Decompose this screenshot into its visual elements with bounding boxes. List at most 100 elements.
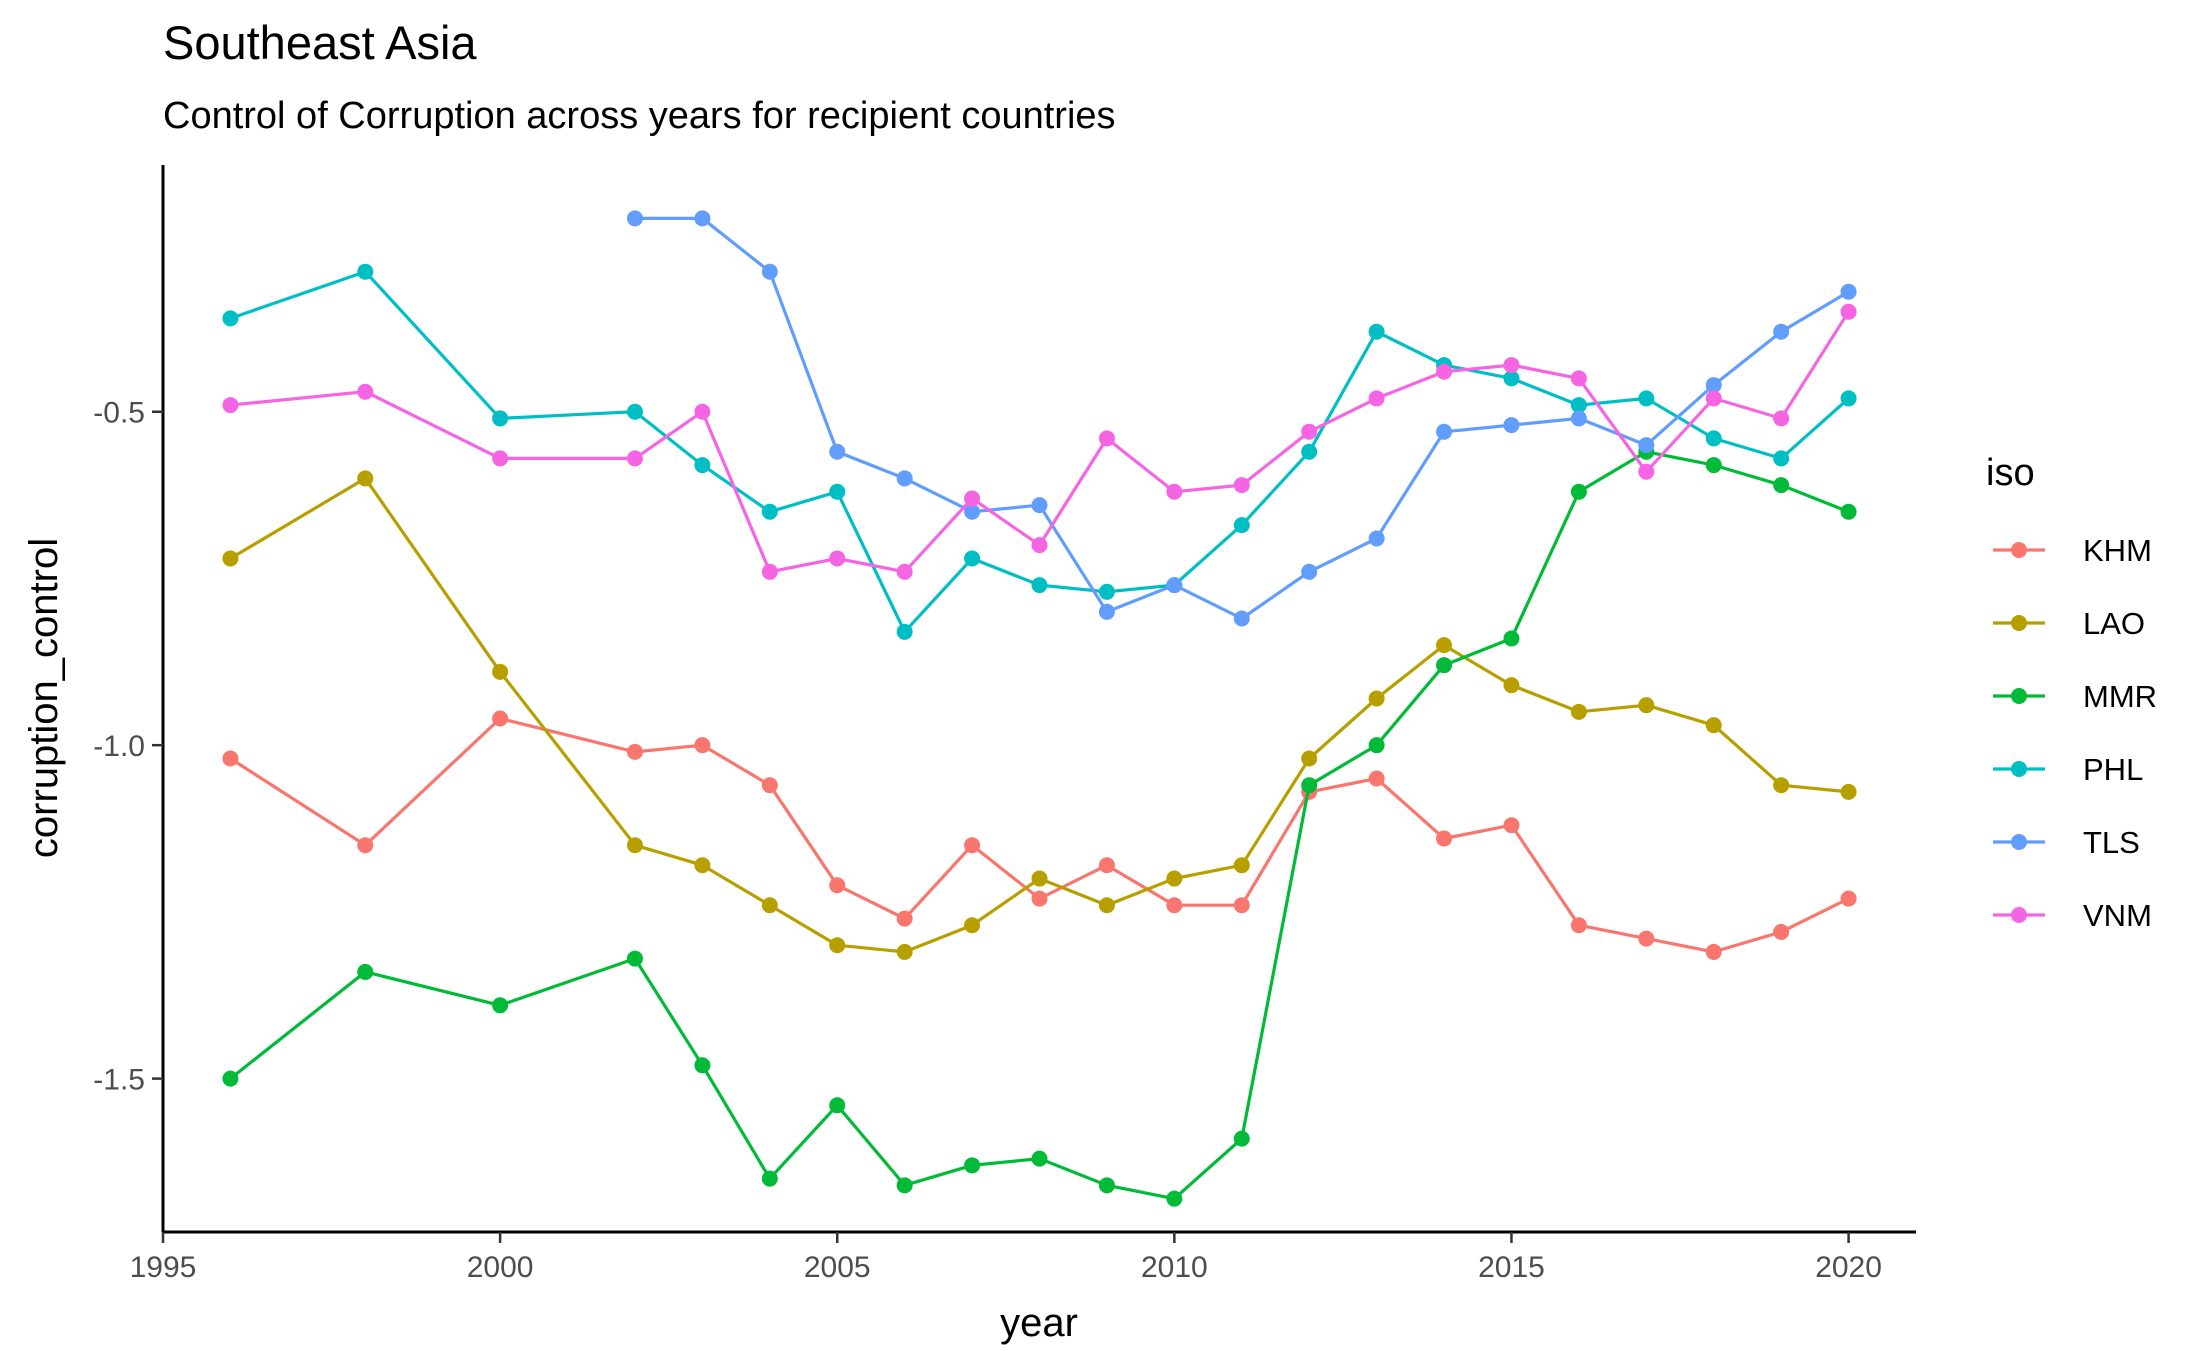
data-point-vnm (1166, 483, 1183, 500)
series-tls (626, 210, 1857, 627)
series-line-khm (229, 716, 1850, 954)
data-point-khm (1368, 770, 1385, 787)
y-ticks: -1.5 -1.0 -0.5 (93, 397, 163, 1097)
data-point-lao (626, 837, 643, 854)
legend-item-lao: LAO (1993, 606, 2145, 641)
data-point-lao (1638, 697, 1655, 714)
data-point-vnm (761, 563, 778, 580)
series-khm (222, 710, 1857, 960)
legend-key-point (2011, 907, 2027, 923)
data-point-lao (1570, 703, 1587, 720)
data-point-mmr (626, 950, 643, 967)
data-point-tls (1166, 577, 1183, 594)
data-point-khm (1705, 943, 1722, 960)
data-point-mmr (1773, 477, 1790, 494)
data-point-vnm (1638, 463, 1655, 480)
data-point-tls (829, 443, 846, 460)
data-point-lao (1503, 677, 1520, 694)
data-point-tls (1436, 423, 1453, 440)
x-tick-label: 2005 (804, 1251, 871, 1284)
data-point-lao (694, 857, 711, 874)
y-tick-label: -1.5 (93, 1064, 145, 1097)
data-point-phl (626, 403, 643, 420)
data-point-lao (1436, 637, 1453, 654)
x-tick-label: 2000 (467, 1251, 534, 1284)
series-lao (222, 470, 1857, 960)
legend-item-mmr: MMR (1993, 679, 2157, 714)
legend-title: iso (1986, 452, 2035, 494)
legend-key-point (2011, 834, 2027, 850)
data-point-tls (626, 210, 643, 227)
legend-key-point (2011, 761, 2027, 777)
data-point-phl (492, 410, 509, 427)
data-point-khm (1031, 890, 1048, 907)
x-tick-label: 2010 (1141, 1251, 1208, 1284)
data-point-mmr (1503, 630, 1520, 647)
data-point-tls (1233, 610, 1250, 627)
data-point-vnm (829, 550, 846, 567)
data-point-tls (1570, 410, 1587, 427)
data-point-phl (964, 550, 981, 567)
data-point-khm (761, 777, 778, 794)
series-line-mmr (229, 450, 1850, 1201)
data-point-phl (1301, 443, 1318, 460)
data-point-vnm (1233, 477, 1250, 494)
data-point-vnm (694, 403, 711, 420)
series-layer (222, 210, 1857, 1207)
data-point-phl (1705, 430, 1722, 447)
series-line-phl (229, 270, 1850, 634)
legend-label: PHL (2083, 752, 2143, 787)
legend-key-point (2011, 542, 2027, 558)
data-point-phl (694, 457, 711, 474)
data-point-tls (694, 210, 711, 227)
data-point-lao (761, 897, 778, 914)
data-point-mmr (694, 1057, 711, 1074)
x-axis-title: year (1000, 1301, 1078, 1345)
data-point-phl (896, 623, 913, 640)
data-point-phl (357, 263, 374, 280)
data-point-lao (896, 943, 913, 960)
data-point-tls (1503, 417, 1520, 434)
data-point-khm (1166, 897, 1183, 914)
data-point-khm (1098, 857, 1115, 874)
data-point-lao (357, 470, 374, 487)
data-point-vnm (1503, 357, 1520, 374)
data-point-lao (1840, 783, 1857, 800)
data-point-phl (1098, 583, 1115, 600)
data-point-khm (1503, 817, 1520, 834)
data-point-mmr (1098, 1177, 1115, 1194)
data-point-vnm (1098, 430, 1115, 447)
data-point-khm (694, 737, 711, 754)
data-point-khm (1570, 917, 1587, 934)
data-point-vnm (492, 450, 509, 467)
y-tick-label: -0.5 (93, 397, 145, 430)
data-point-vnm (1368, 390, 1385, 407)
x-tick-label: 1995 (130, 1251, 197, 1284)
data-point-phl (1233, 517, 1250, 534)
data-point-vnm (964, 490, 981, 507)
data-point-tls (1301, 563, 1318, 580)
data-point-mmr (1233, 1130, 1250, 1147)
x-tick-label: 2020 (1815, 1251, 1882, 1284)
legend-label: MMR (2083, 679, 2157, 714)
data-point-mmr (761, 1170, 778, 1187)
data-point-khm (1840, 890, 1857, 907)
data-point-vnm (1031, 537, 1048, 554)
data-point-mmr (1166, 1190, 1183, 1207)
legend-label: LAO (2083, 606, 2145, 641)
legend-label: VNM (2083, 898, 2152, 933)
data-point-tls (1638, 437, 1655, 454)
data-point-khm (222, 750, 239, 767)
legend-item-vnm: VNM (1993, 898, 2152, 933)
data-point-phl (1031, 577, 1048, 594)
data-point-tls (761, 263, 778, 280)
data-point-vnm (357, 383, 374, 400)
data-point-lao (1368, 690, 1385, 707)
data-point-khm (1638, 930, 1655, 947)
data-point-khm (829, 877, 846, 894)
data-point-vnm (1705, 390, 1722, 407)
data-point-phl (1638, 390, 1655, 407)
data-point-vnm (896, 563, 913, 580)
series-phl (222, 263, 1857, 640)
